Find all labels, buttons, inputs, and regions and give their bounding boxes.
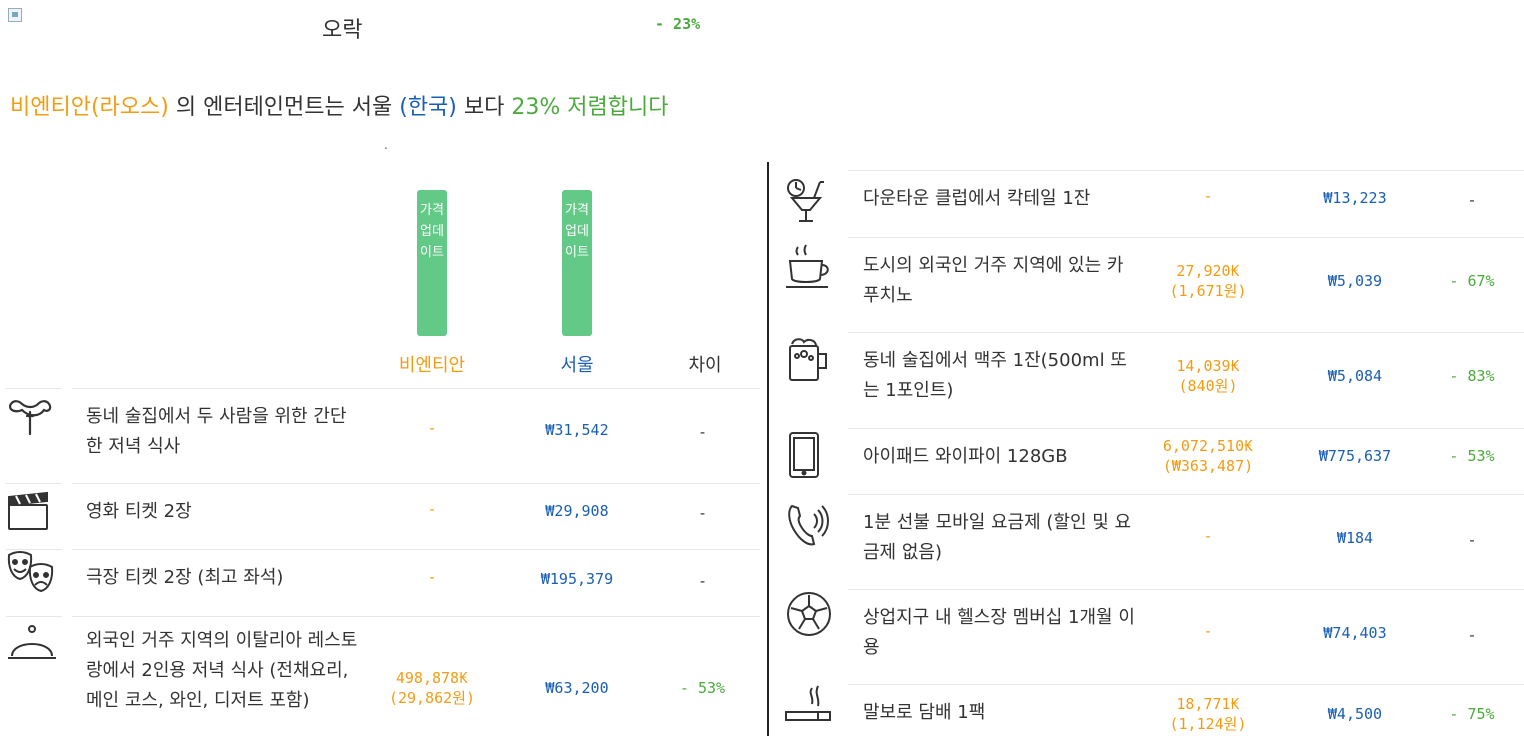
city2-price: ₩13,223 bbox=[1323, 189, 1387, 207]
item-label: 다운타운 클럽에서 칵테일 1잔 bbox=[863, 188, 1091, 209]
price-diff: - bbox=[697, 423, 708, 441]
broken-image-icon bbox=[8, 8, 22, 22]
city1-price: 6,072,510₭ bbox=[1162, 437, 1254, 455]
summary-part1: 의 엔터테인먼트는 서울 bbox=[168, 95, 400, 120]
price-diff: - 53% bbox=[1449, 447, 1495, 465]
city1-price: - bbox=[1203, 622, 1213, 640]
cocktail-icon bbox=[784, 176, 832, 230]
price-diff: - bbox=[1467, 531, 1477, 549]
summary-pct: 23% 저렴합니다 bbox=[511, 95, 669, 120]
theater-masks-icon bbox=[6, 549, 58, 603]
tablet-icon bbox=[784, 430, 824, 484]
update-price-button-city2[interactable]: 가격업데이트 bbox=[562, 190, 592, 336]
update-price-button-city1[interactable]: 가격업데이트 bbox=[417, 190, 447, 336]
row-divider bbox=[848, 332, 1524, 333]
item-label: 영화 티켓 2장 bbox=[86, 501, 192, 522]
summary-city1: 비엔티안(라오스) bbox=[10, 95, 169, 120]
item-label: 아이패드 와이파이 128GB bbox=[863, 446, 1068, 467]
city1-price: - bbox=[427, 568, 437, 586]
column-header-city1: 비엔티안 bbox=[398, 355, 466, 376]
city2-price: ₩63,200 bbox=[545, 679, 609, 697]
summary-sentence: 비엔티안(라오스) 의 엔터테인먼트는 서울 (한국) 보다 23% 저렴합니다 bbox=[10, 89, 668, 121]
price-diff: - bbox=[697, 504, 708, 522]
row-divider bbox=[72, 616, 760, 617]
price-diff: - 67% bbox=[1449, 272, 1495, 290]
sausage-fork-icon bbox=[6, 394, 54, 442]
summary-city2: (한국) bbox=[399, 95, 457, 120]
row-divider bbox=[6, 549, 62, 550]
city1-price-converted: (840원) bbox=[1178, 377, 1238, 395]
item-label: 도시의 외국인 거주 지역에 있는 카푸치노 bbox=[863, 255, 1124, 306]
city2-price: ₩29,908 bbox=[545, 502, 609, 520]
row-divider bbox=[72, 388, 760, 389]
item-label: 상업지구 내 헬스장 멤버십 1개월 이용 bbox=[863, 607, 1135, 658]
city1-price: 498,878₭ bbox=[395, 669, 469, 687]
item-label: 1분 선불 모바일 요금제 (할인 및 요금제 없음) bbox=[863, 512, 1132, 563]
item-label: 극장 티켓 2장 (최고 좌석) bbox=[86, 567, 284, 588]
cigarette-icon bbox=[784, 684, 834, 732]
beer-mug-icon bbox=[784, 334, 832, 388]
city1-price-converted: (1,671원) bbox=[1169, 282, 1247, 300]
category-diff: - 23% bbox=[655, 15, 701, 33]
city2-price: ₩74,403 bbox=[1323, 624, 1387, 642]
price-diff: - 75% bbox=[1449, 705, 1495, 723]
row-divider bbox=[72, 549, 760, 550]
row-divider bbox=[848, 237, 1524, 238]
row-divider bbox=[848, 170, 1524, 171]
row-divider bbox=[848, 494, 1524, 495]
city2-price: ₩775,637 bbox=[1318, 447, 1392, 465]
cloche-icon bbox=[6, 622, 58, 670]
phone-icon bbox=[784, 500, 834, 554]
price-diff: - bbox=[1467, 191, 1477, 209]
summary-part2: 보다 bbox=[456, 95, 512, 120]
row-divider bbox=[848, 428, 1524, 429]
row-divider bbox=[6, 483, 62, 484]
city1-price: 27,920₭ bbox=[1176, 262, 1240, 280]
item-label: 동네 술집에서 맥주 1잔(500ml 또는 1포인트) bbox=[863, 350, 1127, 401]
price-diff: - 83% bbox=[1449, 367, 1495, 385]
price-diff: - bbox=[697, 572, 708, 590]
row-divider bbox=[6, 388, 62, 389]
category-title: 오락 bbox=[322, 18, 363, 43]
city1-price-converted: (1,124원) bbox=[1169, 715, 1247, 733]
price-diff: - bbox=[1467, 626, 1477, 644]
item-label: 동네 술집에서 두 사람을 위한 간단한 저녁 식사 bbox=[86, 406, 347, 457]
city2-price: ₩195,379 bbox=[540, 570, 614, 588]
clapperboard-icon bbox=[6, 489, 50, 535]
column-header-diff: 차이 bbox=[688, 355, 722, 376]
city1-price: - bbox=[1203, 187, 1213, 205]
city1-price: 18,771₭ bbox=[1176, 695, 1240, 713]
column-header-city2: 서울 bbox=[560, 355, 594, 376]
city1-price: - bbox=[427, 500, 437, 518]
city1-price: - bbox=[427, 419, 437, 437]
row-divider bbox=[6, 616, 62, 617]
summary-dot: . bbox=[384, 138, 388, 152]
row-divider bbox=[72, 483, 760, 484]
city1-price: 14,039₭ bbox=[1176, 357, 1240, 375]
city1-price: - bbox=[1203, 527, 1213, 545]
column-divider bbox=[767, 162, 769, 736]
city2-price: ₩5,039 bbox=[1327, 272, 1383, 290]
city2-price: ₩4,500 bbox=[1327, 705, 1383, 723]
row-divider bbox=[848, 589, 1524, 590]
city2-price: ₩31,542 bbox=[545, 421, 609, 439]
item-label: 말보로 담배 1팩 bbox=[863, 702, 986, 723]
city1-price-converted: (29,862원) bbox=[388, 689, 476, 707]
city2-price: ₩5,084 bbox=[1327, 367, 1383, 385]
item-label: 외국인 거주 지역의 이탈리아 레스토랑에서 2인용 저녁 식사 (전채요리, … bbox=[86, 630, 358, 711]
price-diff: - 53% bbox=[679, 679, 726, 697]
coffee-cup-icon bbox=[784, 243, 834, 297]
row-divider bbox=[848, 684, 1524, 685]
city1-price-converted: (₩363,487) bbox=[1162, 457, 1254, 475]
city2-price: ₩184 bbox=[1336, 529, 1374, 547]
soccer-ball-icon bbox=[784, 589, 834, 643]
